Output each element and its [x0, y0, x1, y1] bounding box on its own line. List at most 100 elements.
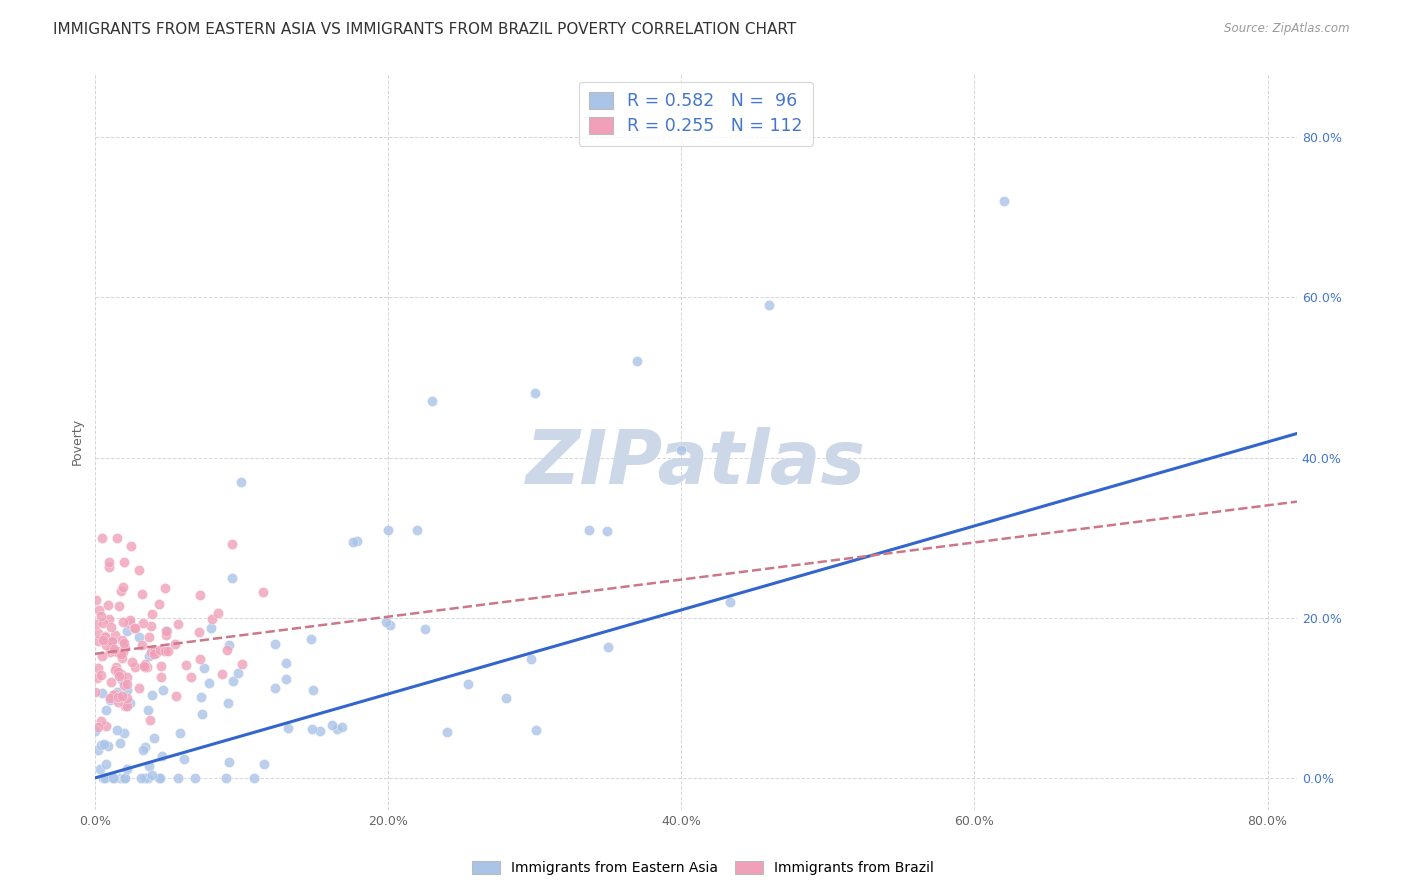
- Point: [143, 644, 166, 658]
- Point: [413, 622, 436, 636]
- Point: [406, 523, 429, 537]
- Point: [90, 668, 112, 682]
- Point: [112, 615, 135, 629]
- Point: [134, 739, 156, 754]
- Point: [105, 531, 128, 545]
- Point: [231, 475, 253, 489]
- Point: [104, 628, 127, 642]
- Point: [118, 616, 141, 631]
- Point: [163, 637, 186, 651]
- Y-axis label: Poverty: Poverty: [72, 418, 84, 465]
- Point: [128, 681, 150, 695]
- Point: [180, 670, 202, 684]
- Point: [87, 661, 110, 675]
- Point: [375, 615, 398, 629]
- Point: [166, 771, 188, 785]
- Point: [90, 714, 112, 728]
- Point: [207, 606, 229, 620]
- Point: [117, 670, 139, 684]
- Point: [107, 695, 129, 709]
- Point: [118, 613, 141, 627]
- Point: [152, 683, 174, 698]
- Text: ZIPatlas: ZIPatlas: [526, 427, 866, 500]
- Point: [346, 533, 368, 548]
- Point: [115, 683, 138, 698]
- Point: [166, 616, 188, 631]
- Point: [342, 535, 364, 549]
- Point: [87, 720, 110, 734]
- Point: [96, 719, 118, 733]
- Point: [326, 722, 349, 736]
- Point: [142, 731, 165, 746]
- Point: [120, 539, 142, 553]
- Point: [108, 644, 131, 658]
- Point: [86, 671, 108, 685]
- Point: [93, 631, 115, 645]
- Point: [84, 616, 107, 631]
- Point: [148, 597, 170, 611]
- Point: [155, 624, 177, 638]
- Point: [93, 615, 115, 630]
- Point: [114, 640, 136, 655]
- Point: [132, 742, 155, 756]
- Point: [495, 690, 517, 705]
- Point: [524, 723, 547, 737]
- Point: [101, 771, 124, 785]
- Point: [141, 768, 163, 782]
- Point: [128, 563, 150, 577]
- Point: [110, 584, 132, 599]
- Point: [276, 657, 298, 671]
- Point: [104, 687, 127, 701]
- Point: [153, 581, 176, 595]
- Point: [87, 603, 110, 617]
- Point: [457, 677, 479, 691]
- Point: [107, 665, 129, 679]
- Point: [139, 645, 162, 659]
- Point: [523, 386, 546, 401]
- Point: [100, 620, 122, 634]
- Point: [86, 593, 108, 607]
- Point: [758, 298, 780, 312]
- Point: [114, 699, 136, 714]
- Point: [201, 612, 224, 626]
- Point: [98, 693, 121, 707]
- Point: [93, 771, 115, 785]
- Point: [115, 676, 138, 690]
- Point: [121, 656, 143, 670]
- Point: [669, 442, 692, 457]
- Point: [98, 555, 121, 569]
- Point: [264, 681, 287, 695]
- Point: [215, 643, 238, 657]
- Point: [107, 690, 129, 704]
- Point: [378, 618, 401, 632]
- Point: [138, 759, 160, 773]
- Point: [103, 642, 125, 657]
- Point: [90, 686, 112, 700]
- Point: [200, 621, 222, 635]
- Point: [104, 664, 127, 678]
- Point: [274, 672, 297, 686]
- Point: [217, 696, 239, 710]
- Point: [128, 630, 150, 644]
- Point: [193, 661, 215, 675]
- Text: IMMIGRANTS FROM EASTERN ASIA VS IMMIGRANTS FROM BRAZIL POVERTY CORRELATION CHART: IMMIGRANTS FROM EASTERN ASIA VS IMMIGRAN…: [53, 22, 797, 37]
- Point: [112, 771, 135, 785]
- Point: [110, 666, 132, 681]
- Point: [156, 624, 179, 639]
- Point: [184, 771, 207, 785]
- Point: [309, 723, 332, 738]
- Point: [107, 646, 129, 660]
- Point: [97, 612, 120, 626]
- Point: [198, 676, 221, 690]
- Point: [302, 683, 325, 698]
- Point: [96, 638, 118, 652]
- Point: [115, 763, 138, 777]
- Point: [111, 651, 134, 665]
- Point: [263, 637, 285, 651]
- Point: [112, 580, 135, 594]
- Point: [115, 690, 138, 705]
- Point: [138, 630, 160, 644]
- Point: [138, 649, 160, 664]
- Point: [211, 667, 233, 681]
- Point: [132, 616, 155, 631]
